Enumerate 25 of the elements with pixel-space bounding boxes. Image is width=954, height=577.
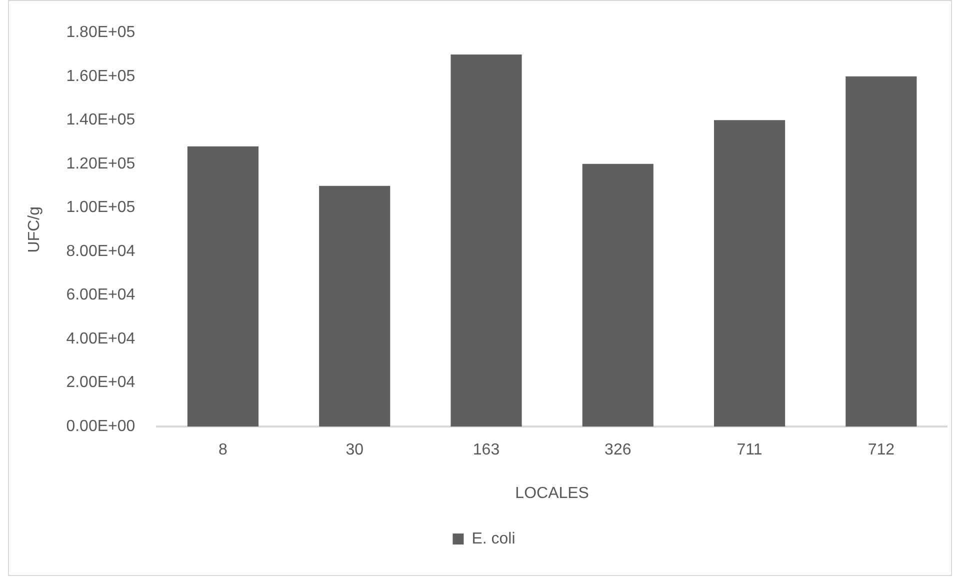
y-axis-title: UFC/g: [26, 206, 44, 253]
y-tick-label: 0.00E+00: [66, 418, 136, 436]
bar: [319, 186, 390, 427]
y-tick-label: 2.00E+04: [66, 374, 136, 392]
y-tick-label: 8.00E+04: [66, 242, 136, 260]
y-tick-label: 1.80E+05: [66, 24, 136, 42]
x-tick-label: 30: [346, 442, 364, 459]
y-tick-label: 1.40E+05: [66, 112, 136, 129]
x-tick-label: 326: [604, 442, 632, 459]
y-tick-label: 1.20E+05: [66, 155, 136, 172]
x-tick-label: 712: [868, 442, 895, 459]
y-tick-label: 6.00E+04: [66, 286, 136, 304]
bar: [714, 120, 786, 427]
y-tick-label: 1.00E+05: [66, 199, 136, 216]
bar: [582, 164, 654, 427]
bar: [846, 76, 917, 427]
y-tick-label: 1.60E+05: [66, 68, 136, 85]
x-axis-title: LOCALES: [515, 484, 589, 502]
x-tick-label: 8: [218, 442, 228, 459]
x-tick-label: 711: [736, 442, 762, 459]
legend-label: E. coli: [472, 530, 516, 548]
y-tick-label: 4.00E+04: [66, 330, 136, 348]
bar: [450, 54, 522, 427]
x-tick-label: 163: [472, 442, 500, 459]
bar: [187, 146, 259, 427]
